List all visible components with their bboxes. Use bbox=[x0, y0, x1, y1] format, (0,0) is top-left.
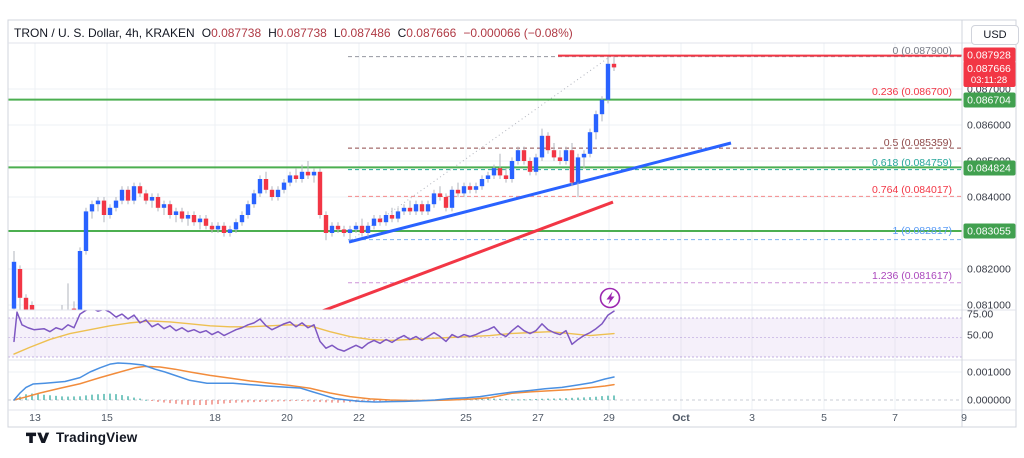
ohlc-high: H 0.087738 bbox=[268, 26, 327, 40]
svg-text:0.083055: 0.083055 bbox=[967, 226, 1011, 238]
tradingview-brand[interactable]: TradingView bbox=[56, 430, 138, 445]
svg-text:0.764 (0.084017): 0.764 (0.084017) bbox=[872, 184, 952, 196]
price-gridlines bbox=[8, 88, 962, 373]
macd-pane[interactable] bbox=[8, 362, 962, 406]
support-resistance-lines[interactable] bbox=[8, 54, 962, 233]
svg-text:22: 22 bbox=[353, 412, 365, 424]
svg-text:0 (0.087900): 0 (0.087900) bbox=[892, 45, 952, 57]
svg-text:50.00: 50.00 bbox=[967, 330, 993, 342]
svg-text:13: 13 bbox=[29, 412, 41, 424]
lightning-icon[interactable] bbox=[599, 287, 621, 309]
svg-text:5: 5 bbox=[821, 412, 827, 424]
svg-text:0.5 (0.085359): 0.5 (0.085359) bbox=[884, 137, 952, 149]
fib-baseline bbox=[351, 56, 611, 240]
ohlc-open: O 0.087738 bbox=[201, 26, 262, 40]
svg-text:0.087666: 0.087666 bbox=[967, 63, 1011, 75]
svg-text:18: 18 bbox=[209, 412, 221, 424]
rsi-pane[interactable] bbox=[8, 308, 962, 358]
svg-text:0.087928: 0.087928 bbox=[967, 50, 1011, 62]
svg-text:0.000000: 0.000000 bbox=[967, 395, 1011, 407]
currency-toggle-button[interactable]: USD bbox=[971, 25, 1019, 45]
svg-text:0.001000: 0.001000 bbox=[967, 367, 1011, 379]
svg-text:29: 29 bbox=[603, 412, 615, 424]
svg-text:Oct: Oct bbox=[672, 412, 690, 424]
candles[interactable] bbox=[11, 56, 617, 327]
time-gridlines bbox=[34, 43, 896, 410]
svg-text:0.086000: 0.086000 bbox=[967, 120, 1011, 132]
time-axis-labels[interactable]: 13 15 18 20 22 25 27 29 Oct 3 5 7 9 bbox=[29, 412, 967, 424]
svg-text:1.236 (0.081617): 1.236 (0.081617) bbox=[872, 270, 952, 282]
svg-text:0.084824: 0.084824 bbox=[967, 163, 1011, 175]
svg-text:75.00: 75.00 bbox=[967, 309, 993, 321]
fib-labels: 0 (0.087900) 0.236 (0.086700) 0.5 (0.08535… bbox=[872, 45, 952, 282]
svg-text:0.086704: 0.086704 bbox=[967, 95, 1011, 107]
symbol-title[interactable]: TRON / U. S. Dollar, 4h, KRAKEN bbox=[14, 26, 195, 40]
ohlc-close: C 0.087666 bbox=[397, 26, 457, 40]
svg-text:7: 7 bbox=[892, 412, 898, 424]
svg-text:0.618 (0.084759): 0.618 (0.084759) bbox=[872, 157, 952, 169]
svg-text:9: 9 bbox=[961, 412, 967, 424]
svg-text:25: 25 bbox=[460, 412, 472, 424]
svg-text:1 (0.082817): 1 (0.082817) bbox=[892, 225, 952, 237]
svg-text:03:11:28: 03:11:28 bbox=[971, 75, 1007, 86]
svg-text:0.081000: 0.081000 bbox=[967, 300, 1011, 312]
pane-borders bbox=[7, 19, 1017, 428]
tradingview-logo-icon[interactable] bbox=[26, 431, 50, 445]
svg-text:0.236 (0.086700): 0.236 (0.086700) bbox=[872, 86, 952, 98]
svg-text:0.082000: 0.082000 bbox=[967, 264, 1011, 276]
ohlc-low: L 0.087486 bbox=[333, 26, 391, 40]
svg-text:3: 3 bbox=[749, 412, 755, 424]
chart-legend: TRON / U. S. Dollar, 4h, KRAKEN O 0.08773… bbox=[14, 26, 573, 40]
svg-text:20: 20 bbox=[281, 412, 293, 424]
footer: TradingView bbox=[26, 430, 137, 445]
svg-text:15: 15 bbox=[101, 412, 113, 424]
blue-uptrend-line[interactable] bbox=[348, 141, 732, 244]
svg-text:27: 27 bbox=[532, 412, 544, 424]
change-value: −0.000066 (−0.08%) bbox=[463, 26, 573, 40]
red-uptrend-line[interactable] bbox=[321, 200, 614, 311]
svg-text:0.084000: 0.084000 bbox=[967, 192, 1011, 204]
